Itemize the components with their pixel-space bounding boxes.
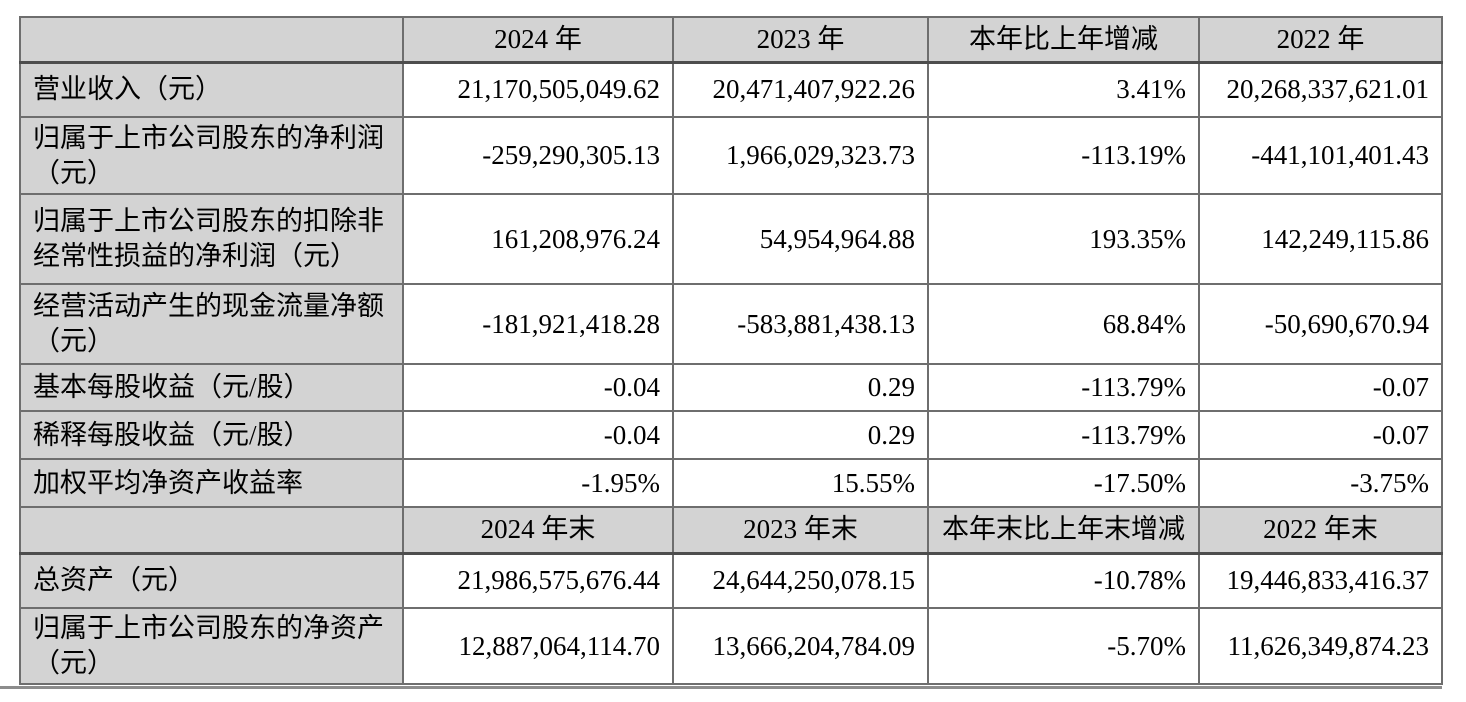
table-row-diluted-eps: 稀释每股收益（元/股） -0.04 0.29 -113.79% -0.07 [19, 410, 1443, 460]
cell-value: -441,101,401.43 [1198, 116, 1443, 195]
table-row-weighted-avg-roe: 加权平均净资产收益率 -1.95% 15.55% -17.50% -3.75% [19, 458, 1443, 508]
cell-value: -50,690,670.94 [1198, 283, 1443, 365]
cell-value: 21,170,505,049.62 [402, 61, 674, 118]
table-row-basic-eps: 基本每股收益（元/股） -0.04 0.29 -113.79% -0.07 [19, 363, 1443, 412]
table-row-total-assets: 总资产（元） 21,986,575,676.44 24,644,250,078.… [19, 552, 1443, 609]
cell-value: -0.04 [402, 363, 674, 412]
header-row-year-end: 2024 年末 2023 年末 本年末比上年末增减 2022 年末 [19, 506, 1443, 555]
cell-value: 0.29 [672, 410, 929, 460]
financial-summary-table: 2024 年 2023 年 本年比上年增减 2022 年 营业收入（元） 21,… [19, 16, 1443, 685]
header-yoy-change: 本年比上年增减 [927, 16, 1200, 64]
cell-value: -0.07 [1198, 410, 1443, 460]
cell-value: -113.19% [927, 116, 1200, 195]
row-label: 归属于上市公司股东的扣除非经常性损益的净利润（元） [19, 193, 404, 285]
cell-value: -113.79% [927, 363, 1200, 412]
row-label: 稀释每股收益（元/股） [19, 410, 404, 460]
cell-value: 20,268,337,621.01 [1198, 61, 1443, 118]
row-label: 经营活动产生的现金流量净额（元） [19, 283, 404, 365]
cell-value: -0.04 [402, 410, 674, 460]
cell-value: -0.07 [1198, 363, 1443, 412]
cell-value: 3.41% [927, 61, 1200, 118]
cell-value: 13,666,204,784.09 [672, 607, 929, 685]
cell-value: 68.84% [927, 283, 1200, 365]
cell-value: -1.95% [402, 458, 674, 508]
table-row-net-profit: 归属于上市公司股东的净利润（元） -259,290,305.13 1,966,0… [19, 116, 1443, 195]
header-2024-end: 2024 年末 [402, 506, 674, 555]
header-row-annual: 2024 年 2023 年 本年比上年增减 2022 年 [19, 16, 1443, 64]
cell-value: -17.50% [927, 458, 1200, 508]
table-row-net-assets: 归属于上市公司股东的净资产（元） 12,887,064,114.70 13,66… [19, 607, 1443, 685]
row-label: 总资产（元） [19, 552, 404, 609]
cell-value: 15.55% [672, 458, 929, 508]
table-row-revenue: 营业收入（元） 21,170,505,049.62 20,471,407,922… [19, 61, 1443, 118]
header-2022-end: 2022 年末 [1198, 506, 1443, 555]
header-2023-end: 2023 年末 [672, 506, 929, 555]
header-2023: 2023 年 [672, 16, 929, 64]
cell-value: -10.78% [927, 552, 1200, 609]
row-label: 加权平均净资产收益率 [19, 458, 404, 508]
cell-value: 161,208,976.24 [402, 193, 674, 285]
header-2022: 2022 年 [1198, 16, 1443, 64]
row-label: 归属于上市公司股东的净资产（元） [19, 607, 404, 685]
table-row-deducted-net-profit: 归属于上市公司股东的扣除非经常性损益的净利润（元） 161,208,976.24… [19, 193, 1443, 285]
header-empty-cell [19, 16, 404, 64]
cell-value: 21,986,575,676.44 [402, 552, 674, 609]
row-label: 归属于上市公司股东的净利润（元） [19, 116, 404, 195]
cell-value: -259,290,305.13 [402, 116, 674, 195]
row-label: 基本每股收益（元/股） [19, 363, 404, 412]
header-empty-cell [19, 506, 404, 555]
cell-value: 193.35% [927, 193, 1200, 285]
cell-value: -113.79% [927, 410, 1200, 460]
cell-value: 20,471,407,922.26 [672, 61, 929, 118]
cell-value: 54,954,964.88 [672, 193, 929, 285]
header-2024: 2024 年 [402, 16, 674, 64]
cell-value: 142,249,115.86 [1198, 193, 1443, 285]
cell-value: -583,881,438.13 [672, 283, 929, 365]
cell-value: 19,446,833,416.37 [1198, 552, 1443, 609]
cell-value: 0.29 [672, 363, 929, 412]
cell-value: 11,626,349,874.23 [1198, 607, 1443, 685]
table-row-operating-cash-flow: 经营活动产生的现金流量净额（元） -181,921,418.28 -583,88… [19, 283, 1443, 365]
cell-value: -3.75% [1198, 458, 1443, 508]
cell-value: -181,921,418.28 [402, 283, 674, 365]
cell-value: 1,966,029,323.73 [672, 116, 929, 195]
cell-value: 24,644,250,078.15 [672, 552, 929, 609]
cell-value: -5.70% [927, 607, 1200, 685]
cell-value: 12,887,064,114.70 [402, 607, 674, 685]
row-label: 营业收入（元） [19, 61, 404, 118]
header-year-end-change: 本年末比上年末增减 [927, 506, 1200, 555]
page-bottom-divider [0, 686, 1442, 689]
